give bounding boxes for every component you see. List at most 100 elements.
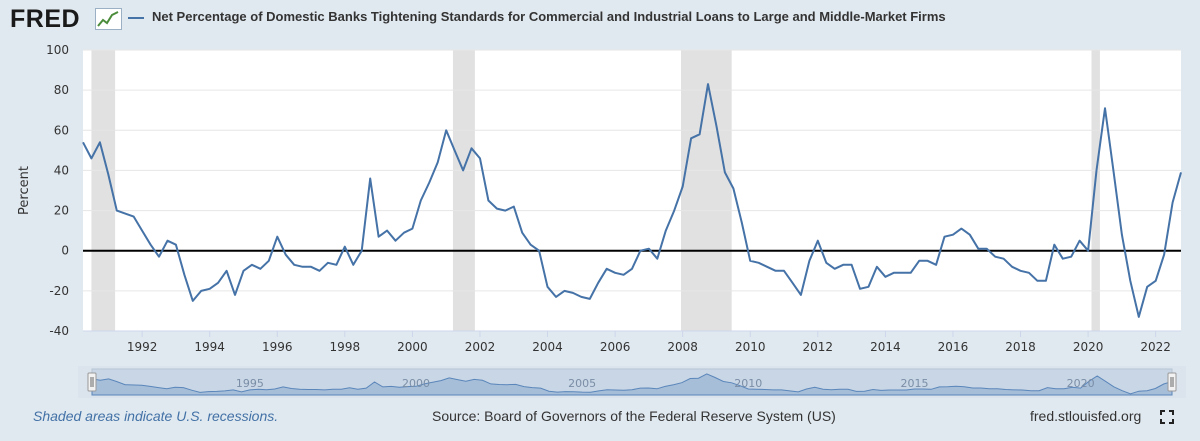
navigator-year-label: 2020 [1067, 377, 1095, 390]
data-point [943, 235, 947, 239]
data-point [630, 267, 634, 271]
data-point [301, 265, 305, 269]
x-tick-label: 1998 [330, 340, 361, 354]
series-title[interactable]: Net Percentage of Domestic Banks Tighten… [152, 9, 946, 24]
data-point [402, 231, 406, 235]
data-point [351, 263, 355, 267]
data-point [1171, 201, 1175, 205]
data-point [495, 207, 499, 211]
series-line [82, 83, 1182, 318]
plot-area [83, 50, 1181, 331]
data-point [824, 261, 828, 265]
data-point [985, 247, 989, 251]
data-point [343, 245, 347, 249]
y-tick-label: -40 [49, 324, 69, 338]
data-point [782, 269, 786, 273]
line-chart: -40 -20 0 20 40 60 80 100 1992 1994 1996 1998 2000 20… [17, 43, 1183, 354]
data-point [410, 227, 414, 231]
range-navigator[interactable]: 1995 2000 2005 2010 2015 2020 [78, 366, 1186, 398]
data-point [1179, 170, 1183, 174]
data-point [1010, 265, 1014, 269]
site-link[interactable]: fred.stlouisfed.org [1030, 408, 1142, 424]
navigator-year-label: 2005 [568, 377, 596, 390]
data-point [394, 239, 398, 243]
data-point [664, 229, 668, 233]
data-point [681, 184, 685, 188]
data-point [115, 209, 119, 213]
data-point [740, 221, 744, 225]
data-point [1069, 255, 1073, 259]
data-point [436, 160, 440, 164]
data-point [529, 243, 533, 247]
data-point [883, 275, 887, 279]
footer: Shaded areas indicate U.S. recessions. S… [0, 404, 1200, 434]
data-point [309, 265, 313, 269]
data-point [284, 253, 288, 257]
fullscreen-icon[interactable] [1160, 410, 1174, 424]
data-point [757, 261, 761, 265]
data-point [503, 209, 507, 213]
source-text: Source: Board of Governors of the Federa… [432, 408, 836, 424]
x-tick-label: 1994 [194, 340, 225, 354]
data-point [841, 263, 845, 267]
data-point [807, 259, 811, 263]
data-point [596, 281, 600, 285]
navigator-year-label: 2015 [900, 377, 928, 390]
fred-logo[interactable]: FRED [10, 5, 81, 33]
data-point [613, 271, 617, 275]
data-point [360, 249, 364, 253]
data-point [714, 124, 718, 128]
x-tick-label: 2008 [667, 340, 698, 354]
data-point [1120, 233, 1124, 237]
data-point [875, 265, 879, 269]
data-point [706, 82, 710, 86]
data-point [1137, 315, 1141, 319]
data-point [81, 140, 85, 144]
data-point [132, 215, 136, 219]
data-point [140, 229, 144, 233]
x-tick-label: 1992 [127, 340, 158, 354]
data-point [98, 140, 102, 144]
fred-logo-graph-icon [95, 8, 122, 30]
data-point [968, 233, 972, 237]
data-point [850, 263, 854, 267]
data-point [275, 235, 279, 239]
data-point [689, 136, 693, 140]
data-point [427, 180, 431, 184]
data-point [1061, 257, 1065, 261]
data-point [89, 156, 93, 160]
data-point [926, 259, 930, 263]
data-point [765, 265, 769, 269]
data-point [1002, 257, 1006, 261]
x-tick-label: 2006 [600, 340, 631, 354]
y-axis-label: Percent [17, 166, 32, 215]
data-point [993, 255, 997, 259]
data-point [385, 229, 389, 233]
x-tick-label: 1996 [262, 340, 293, 354]
data-point [976, 247, 980, 251]
data-point [1019, 269, 1023, 273]
data-point [165, 239, 169, 243]
data-point [174, 243, 178, 247]
data-point [546, 285, 550, 289]
data-point [292, 263, 296, 267]
data-point [1154, 279, 1158, 283]
data-point [1162, 253, 1166, 257]
recession-band [91, 50, 116, 331]
data-point [377, 235, 381, 239]
data-point [334, 263, 338, 267]
navigator-handle-left[interactable] [87, 372, 97, 392]
y-tick-label: 20 [54, 204, 69, 218]
y-tick-label: -20 [49, 284, 69, 298]
x-tick-label: 2000 [397, 340, 428, 354]
y-tick-label: 40 [54, 163, 69, 177]
x-tick-label: 2016 [938, 340, 969, 354]
data-point [917, 259, 921, 263]
data-point [461, 168, 465, 172]
data-point [892, 271, 896, 275]
data-point [157, 255, 161, 259]
navigator-handle-right[interactable] [1167, 372, 1177, 392]
data-point [1027, 271, 1031, 275]
data-point [208, 287, 212, 291]
data-point [622, 273, 626, 277]
